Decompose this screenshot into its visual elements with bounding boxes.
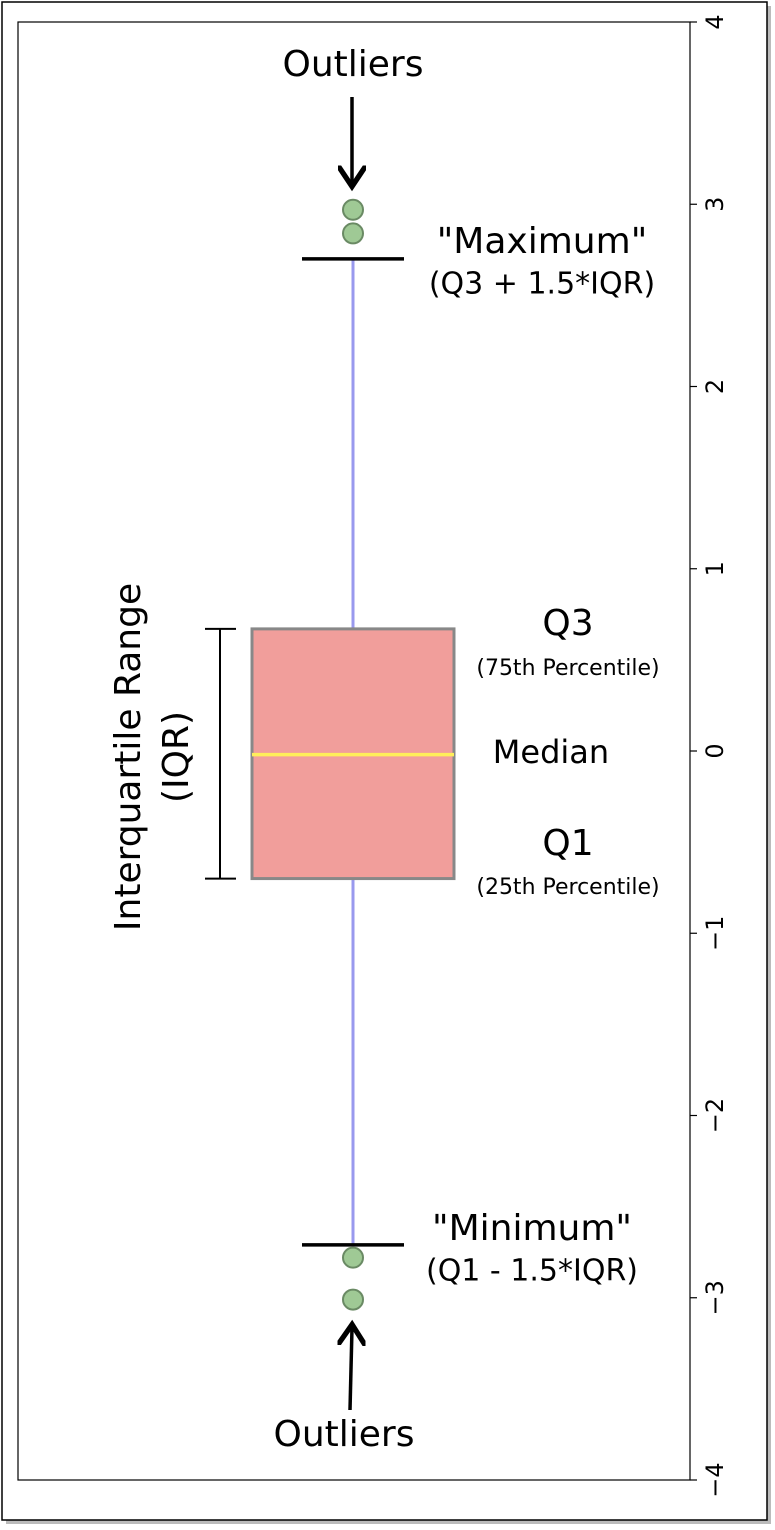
y-tick-label: −1 — [701, 916, 729, 951]
annotation: Q1 — [542, 823, 593, 864]
annotation: Median — [493, 733, 609, 771]
outlier — [342, 1246, 364, 1269]
annotation: (Q1 - 1.5*IQR) — [426, 1254, 638, 1289]
outlier — [342, 222, 364, 245]
annotation: "Minimum" — [432, 1208, 632, 1249]
y-tick-label: 4 — [701, 14, 729, 29]
y-tick-label: −4 — [701, 1462, 729, 1497]
y-tick-label: 3 — [701, 197, 729, 212]
y-tick-label: −2 — [701, 1098, 729, 1133]
annotation: (25th Percentile) — [476, 875, 659, 900]
annotation: "Maximum" — [437, 221, 648, 262]
y-tick-label: 2 — [701, 379, 729, 394]
annotation: (75th Percentile) — [476, 656, 659, 681]
annotation: (Q3 + 1.5*IQR) — [429, 267, 655, 302]
outlier — [342, 1288, 364, 1311]
annotation: (IQR) — [156, 711, 197, 803]
iqr-bracket — [205, 627, 236, 880]
y-tick-label: −3 — [701, 1280, 729, 1315]
annotation: Q3 — [542, 603, 593, 644]
outlier — [342, 198, 364, 221]
arrow — [350, 1328, 352, 1411]
annotation: Interquartile Range — [108, 583, 149, 931]
annotation: Outliers — [283, 44, 424, 85]
y-tick-label: 0 — [701, 743, 729, 758]
annotation: Outliers — [274, 1414, 415, 1455]
y-tick-label: 1 — [701, 561, 729, 576]
